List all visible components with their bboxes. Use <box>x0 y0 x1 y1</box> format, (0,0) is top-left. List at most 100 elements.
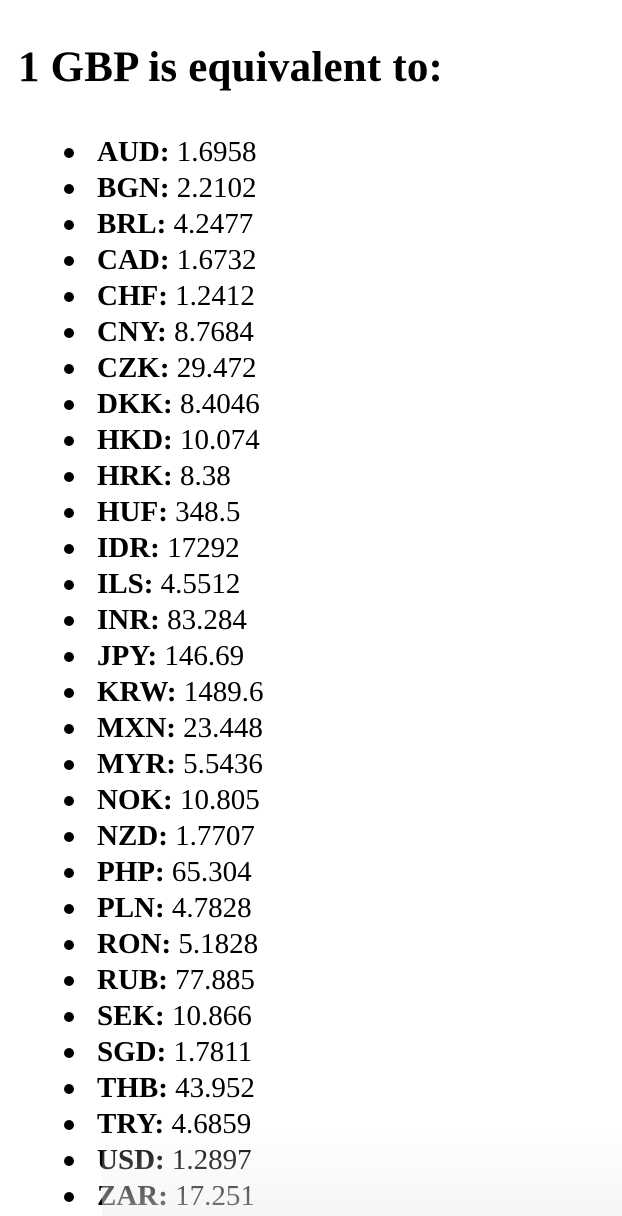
bullet-icon <box>64 256 74 266</box>
currency-code: ILS: <box>97 568 154 600</box>
rate-value: 4.6859 <box>171 1108 252 1140</box>
bullet-icon <box>64 220 74 230</box>
rate-value: 2.2102 <box>176 172 257 204</box>
currency-code: NZD: <box>97 820 168 852</box>
bullet-icon <box>64 508 74 518</box>
rate-value: 4.2477 <box>173 208 254 240</box>
bullet-icon <box>64 1156 74 1166</box>
rate-value: 1.6958 <box>176 136 257 168</box>
bullet-icon <box>64 472 74 482</box>
bullet-icon <box>64 688 74 698</box>
bullet-icon <box>64 1120 74 1130</box>
bullet-icon <box>64 1192 74 1202</box>
rate-item: CAD: 1.6732 <box>0 242 264 278</box>
rate-value: 1.2412 <box>175 280 255 312</box>
bullet-icon <box>64 364 74 374</box>
bullet-icon <box>64 940 74 950</box>
rate-value: 348.5 <box>175 496 241 528</box>
currency-code: CZK: <box>97 352 170 384</box>
currency-code: IDR: <box>97 532 160 564</box>
currency-code: INR: <box>97 604 160 636</box>
rate-value: 23.448 <box>183 712 263 744</box>
rate-item: NZD: 1.7707 <box>0 818 264 854</box>
rate-value: 4.7828 <box>171 892 252 924</box>
rate-value: 1.7811 <box>173 1036 253 1068</box>
bullet-icon <box>64 904 74 914</box>
currency-code: SGD: <box>97 1036 167 1068</box>
currency-code: CAD: <box>97 244 170 276</box>
bullet-icon <box>64 1048 74 1058</box>
rate-value: 8.7684 <box>174 316 254 348</box>
currency-code: PLN: <box>97 892 165 924</box>
rate-item: MXN: 23.448 <box>0 710 264 746</box>
rate-item: CZK: 29.472 <box>0 350 264 386</box>
rate-item: RON: 5.1828 <box>0 926 264 962</box>
bullet-icon <box>64 436 74 446</box>
rate-item: SGD: 1.7811 <box>0 1034 264 1070</box>
bullet-icon <box>64 832 74 842</box>
rate-value: 5.5436 <box>183 748 263 780</box>
rate-value: 10.074 <box>179 424 260 456</box>
rate-item: KRW: 1489.6 <box>0 674 264 710</box>
rate-value: 17292 <box>167 532 240 564</box>
exchange-rate-list: AUD: 1.6958 BGN: 2.2102 BRL: 4.2477 CAD: 1.… <box>0 134 264 1214</box>
currency-code: KRW: <box>97 676 177 708</box>
rate-item: ILS: 4.5512 <box>0 566 264 602</box>
bullet-icon <box>64 292 74 302</box>
rate-item: INR: 83.284 <box>0 602 264 638</box>
rate-item: NOK: 10.805 <box>0 782 264 818</box>
page-title: 1 GBP is equivalent to: <box>18 44 444 91</box>
rate-value: 1.7707 <box>175 820 255 852</box>
bullet-icon <box>64 544 74 554</box>
bullet-icon <box>64 328 74 338</box>
rate-value: 5.1828 <box>178 928 259 960</box>
rate-value: 65.304 <box>171 856 252 888</box>
bullet-icon <box>64 868 74 878</box>
rate-item: SEK: 10.866 <box>0 998 264 1034</box>
rate-value: 43.952 <box>175 1072 255 1104</box>
bullet-icon <box>64 796 74 806</box>
rate-value: 4.5512 <box>160 568 241 600</box>
rate-item: IDR: 17292 <box>0 530 264 566</box>
rate-value: 8.4046 <box>179 388 260 420</box>
rate-item: ZAR: 17.251 <box>0 1178 264 1214</box>
bullet-icon <box>64 652 74 662</box>
currency-code: DKK: <box>97 388 173 420</box>
currency-code: CHF: <box>97 280 168 312</box>
currency-code: HKD: <box>97 424 173 456</box>
rate-item: JPY: 146.69 <box>0 638 264 674</box>
currency-code: ZAR: <box>97 1180 168 1212</box>
currency-code: BGN: <box>97 172 170 204</box>
rate-value: 10.805 <box>179 784 260 816</box>
bullet-icon <box>64 580 74 590</box>
rate-value: 1489.6 <box>183 676 264 708</box>
rate-item: MYR: 5.5436 <box>0 746 264 782</box>
rate-value: 1.2897 <box>171 1144 252 1176</box>
rate-item: AUD: 1.6958 <box>0 134 264 170</box>
bullet-icon <box>64 616 74 626</box>
rate-item: PLN: 4.7828 <box>0 890 264 926</box>
currency-code: NOK: <box>97 784 173 816</box>
currency-code: TRY: <box>97 1108 165 1140</box>
currency-code: HUF: <box>97 496 168 528</box>
currency-code: MYR: <box>97 748 176 780</box>
currency-code: MXN: <box>97 712 176 744</box>
currency-code: RUB: <box>97 964 168 996</box>
currency-code: AUD: <box>97 136 170 168</box>
rate-value: 77.885 <box>175 964 255 996</box>
rate-item: HUF: 348.5 <box>0 494 264 530</box>
rate-item: DKK: 8.4046 <box>0 386 264 422</box>
bullet-icon <box>64 1012 74 1022</box>
rate-value: 146.69 <box>164 640 245 672</box>
currency-code: PHP: <box>97 856 165 888</box>
currency-code: USD: <box>97 1144 165 1176</box>
currency-code: THB: <box>97 1072 168 1104</box>
rate-item: THB: 43.952 <box>0 1070 264 1106</box>
bullet-icon <box>64 184 74 194</box>
rate-item: CHF: 1.2412 <box>0 278 264 314</box>
bullet-icon <box>64 724 74 734</box>
rate-item: USD: 1.2897 <box>0 1142 264 1178</box>
rate-item: BGN: 2.2102 <box>0 170 264 206</box>
currency-code: BRL: <box>97 208 167 240</box>
rate-item: CNY: 8.7684 <box>0 314 264 350</box>
